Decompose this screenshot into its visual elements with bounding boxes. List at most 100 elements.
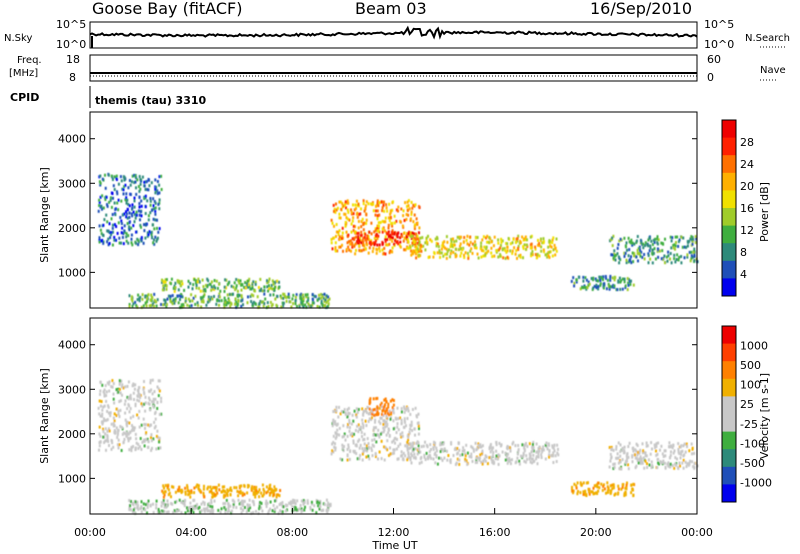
echo-cell bbox=[423, 453, 426, 457]
echo-cell bbox=[396, 425, 399, 429]
echo-cell bbox=[475, 456, 478, 460]
echo-cell bbox=[118, 236, 121, 240]
echo-cell bbox=[141, 293, 144, 297]
echo-cell bbox=[401, 224, 404, 228]
echo-cell bbox=[391, 452, 394, 455]
echo-cell bbox=[142, 241, 145, 245]
echo-cell bbox=[242, 501, 244, 505]
echo-cell bbox=[624, 244, 627, 248]
echo-cell bbox=[350, 249, 352, 253]
echo-cell bbox=[484, 253, 487, 257]
echo-cell bbox=[418, 226, 421, 230]
echo-cell bbox=[644, 454, 647, 458]
echo-cell bbox=[157, 446, 160, 450]
echo-cell bbox=[575, 278, 578, 282]
echo-cell bbox=[172, 511, 175, 514]
echo-cell bbox=[435, 446, 438, 450]
echo-cell bbox=[117, 182, 120, 186]
echo-cell bbox=[335, 223, 338, 226]
echo-cell bbox=[685, 465, 688, 468]
echo-cell bbox=[279, 489, 282, 492]
echo-cell bbox=[299, 504, 302, 507]
echo-cell bbox=[111, 213, 114, 216]
echo-cell bbox=[153, 304, 155, 308]
echo-cell bbox=[246, 282, 249, 286]
echo-cell bbox=[269, 300, 272, 304]
echo-cell bbox=[687, 462, 690, 465]
echo-cell bbox=[148, 304, 151, 308]
echo-cell bbox=[174, 490, 177, 494]
echo-cell bbox=[405, 217, 408, 221]
velocity-panel-frame bbox=[89, 317, 698, 515]
echo-cell bbox=[191, 287, 194, 291]
echo-cell bbox=[144, 294, 147, 298]
echo-cell bbox=[385, 433, 388, 437]
echo-cell bbox=[358, 427, 361, 431]
echo-cell bbox=[144, 205, 147, 209]
echo-cell bbox=[646, 462, 648, 466]
echo-cell bbox=[660, 444, 663, 448]
y-tick-label: 2000 bbox=[58, 222, 86, 235]
echo-cell bbox=[535, 442, 538, 446]
echo-cell bbox=[164, 503, 167, 507]
echo-cell bbox=[508, 446, 511, 450]
echo-cell bbox=[302, 502, 305, 506]
echo-cell bbox=[583, 285, 586, 289]
echo-cell bbox=[405, 408, 408, 412]
echo-cell bbox=[602, 483, 605, 487]
echo-cell bbox=[632, 260, 635, 264]
echo-cell bbox=[113, 238, 116, 242]
echo-cell bbox=[104, 384, 107, 388]
echo-cell bbox=[544, 443, 547, 447]
echo-cell bbox=[242, 499, 245, 503]
echo-cell bbox=[358, 248, 361, 252]
echo-cell bbox=[291, 501, 294, 505]
echo-cell bbox=[352, 203, 354, 207]
echo-cell bbox=[621, 448, 624, 452]
echo-cell bbox=[403, 407, 406, 411]
echo-cell bbox=[158, 207, 161, 211]
echo-cell bbox=[158, 440, 161, 444]
echo-cell bbox=[615, 456, 618, 460]
echo-cell bbox=[353, 409, 356, 413]
echo-cell bbox=[272, 282, 275, 286]
echo-cell bbox=[403, 419, 406, 423]
echo-cell bbox=[468, 243, 471, 247]
echo-cell bbox=[615, 253, 617, 257]
echo-cell bbox=[195, 284, 198, 287]
echo-cell bbox=[407, 447, 410, 451]
echo-cell bbox=[618, 239, 621, 243]
echo-cell bbox=[495, 249, 498, 252]
echo-cell bbox=[664, 466, 667, 470]
echo-cell bbox=[275, 303, 278, 307]
echo-cell bbox=[546, 447, 549, 451]
echo-cell bbox=[406, 458, 409, 462]
echo-cell bbox=[601, 488, 604, 492]
echo-cell bbox=[605, 491, 607, 495]
echo-cell bbox=[641, 461, 644, 465]
echo-cell bbox=[304, 303, 307, 307]
echo-cell bbox=[161, 278, 163, 282]
echo-cell bbox=[195, 286, 198, 290]
echo-cell bbox=[515, 240, 518, 244]
echo-cell bbox=[686, 445, 688, 449]
echo-cell bbox=[113, 412, 116, 416]
echo-cell bbox=[487, 249, 490, 253]
echo-cell bbox=[623, 492, 626, 496]
echo-cell bbox=[289, 500, 292, 504]
echo-cell bbox=[108, 411, 110, 415]
echo-cell bbox=[162, 284, 165, 288]
echo-cell bbox=[294, 508, 296, 511]
echo-cell bbox=[391, 221, 394, 225]
echo-cell bbox=[101, 233, 104, 237]
echo-cell bbox=[393, 214, 396, 218]
echo-cell bbox=[526, 444, 529, 448]
echo-cell bbox=[164, 299, 167, 302]
echo-cell bbox=[352, 439, 355, 443]
echo-cell bbox=[386, 209, 389, 213]
echo-cell bbox=[334, 249, 337, 253]
echo-cell bbox=[445, 256, 448, 260]
echo-cell bbox=[357, 423, 360, 427]
echo-cell bbox=[643, 450, 646, 454]
echo-cell bbox=[108, 389, 111, 393]
